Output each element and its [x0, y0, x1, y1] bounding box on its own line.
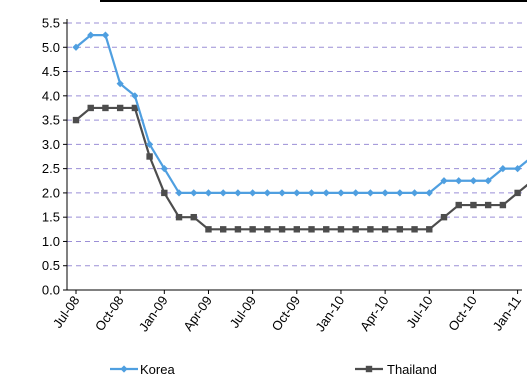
data-point — [87, 31, 95, 39]
x-tick-label: Jul-09 — [226, 293, 259, 331]
y-tick-label: 2.5 — [42, 161, 60, 176]
data-point — [366, 189, 374, 197]
data-point — [161, 189, 168, 197]
data-point — [87, 104, 94, 112]
data-point — [337, 226, 345, 233]
y-tick-label: 4.0 — [42, 88, 60, 103]
series-line — [75, 34, 527, 195]
top-border-line — [100, 0, 527, 2]
x-tick-label: Jan-09 — [136, 293, 171, 334]
data-point — [514, 165, 522, 173]
data-point — [234, 189, 242, 197]
legend-item-korea: Korea — [110, 362, 175, 377]
data-point — [411, 226, 418, 233]
data-point — [455, 201, 462, 209]
data-point — [514, 189, 521, 197]
data-point — [263, 189, 271, 197]
data-point — [116, 104, 124, 112]
x-tick-label: Oct-09 — [269, 293, 304, 334]
y-tick-label: 2.0 — [42, 185, 60, 200]
series-layer — [72, 31, 527, 233]
x-tick-label: Jul-10 — [403, 293, 436, 331]
data-point — [219, 189, 227, 197]
data-point — [337, 189, 345, 197]
data-point — [322, 189, 330, 197]
y-tick-label: 3.5 — [42, 113, 60, 128]
data-point — [160, 165, 168, 173]
series-korea — [72, 31, 527, 197]
data-point — [499, 201, 507, 209]
data-point — [307, 189, 316, 197]
data-point — [365, 365, 373, 373]
y-tick-label: 3.0 — [42, 137, 60, 152]
series-thailand — [72, 104, 527, 233]
data-point — [102, 104, 109, 112]
y-tick-label: 4.5 — [42, 64, 60, 79]
data-point — [278, 226, 286, 233]
data-point — [440, 213, 448, 221]
data-point — [131, 104, 139, 112]
y-tick-label: 0.0 — [42, 283, 60, 298]
data-point — [278, 189, 286, 197]
data-point — [190, 213, 197, 221]
data-point — [72, 116, 80, 124]
x-tick-label: Jan-10 — [312, 293, 347, 334]
data-point — [499, 165, 507, 173]
data-point — [396, 226, 404, 233]
data-point — [116, 80, 124, 88]
data-point — [293, 189, 301, 197]
data-point — [381, 189, 389, 197]
data-point — [381, 226, 389, 233]
data-point — [146, 140, 154, 148]
data-point — [131, 92, 139, 100]
x-tick-label: Apr-09 — [180, 293, 215, 334]
legend: Korea Thailand — [110, 362, 437, 377]
data-point — [120, 365, 128, 373]
data-point — [352, 189, 360, 197]
x-tick-label: Oct-10 — [445, 293, 480, 334]
x-tick-label: Apr-10 — [357, 293, 392, 334]
data-point — [175, 213, 183, 221]
y-tick-label: 5.5 — [42, 16, 60, 31]
legend-label: Thailand — [387, 362, 437, 377]
data-point — [367, 226, 374, 233]
data-point — [352, 226, 359, 233]
data-point — [146, 153, 153, 160]
data-point — [396, 189, 404, 197]
data-point — [426, 226, 433, 233]
data-point — [308, 226, 315, 233]
data-point — [484, 201, 492, 209]
x-tick-label: Jan-11 — [490, 293, 525, 333]
y-tick-label: 0.5 — [42, 258, 60, 273]
legend-label: Korea — [140, 362, 175, 377]
data-point — [101, 31, 110, 39]
data-point — [220, 226, 227, 233]
y-tick-label: 1.0 — [42, 234, 60, 249]
data-point — [484, 177, 492, 185]
x-tick-label: Jul-08 — [50, 293, 83, 331]
x-tick-label: Oct-08 — [92, 293, 127, 334]
data-point — [205, 226, 212, 233]
data-point — [249, 189, 257, 197]
y-tick-label: 5.0 — [42, 40, 60, 55]
data-point — [440, 177, 448, 185]
data-point — [293, 226, 300, 233]
data-point — [249, 226, 256, 233]
legend-item-thailand: Thailand — [355, 362, 437, 377]
data-point — [190, 189, 198, 197]
data-point — [425, 189, 433, 197]
data-point — [469, 177, 478, 185]
data-point — [323, 226, 330, 233]
data-point — [234, 226, 242, 233]
data-point — [410, 189, 419, 197]
data-point — [175, 189, 183, 197]
y-tick-label: 1.5 — [42, 210, 60, 225]
data-point — [72, 43, 80, 51]
data-point — [470, 201, 477, 209]
data-point — [204, 189, 213, 197]
data-point — [455, 177, 463, 185]
data-point — [264, 226, 271, 233]
